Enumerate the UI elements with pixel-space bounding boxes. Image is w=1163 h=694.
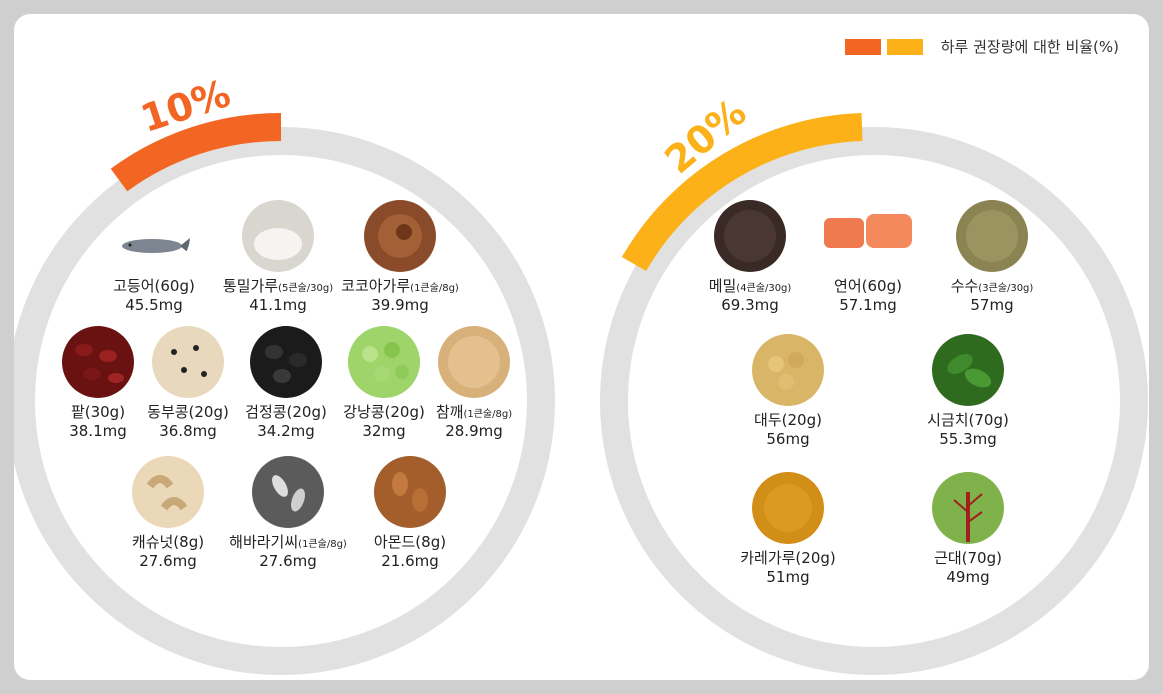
legend-label: 하루 권장량에 대한 비율(%): [940, 38, 1119, 56]
food-value: 36.8mg: [159, 422, 217, 440]
food-item: 강낭콩(20g) 32mg: [314, 326, 454, 440]
food-name: 동부콩(20g): [147, 403, 229, 421]
food-value: 38.1mg: [69, 422, 127, 440]
food-value: 49mg: [946, 568, 990, 586]
food-item: 근대(70g) 49mg: [898, 472, 1038, 586]
food-value: 28.9mg: [445, 422, 503, 440]
buckwheat-icon: [714, 200, 786, 272]
food-item: 연어(60g) 57.1mg: [798, 200, 938, 314]
food-item: 코코아가루(1큰술/8g) 39.9mg: [330, 200, 470, 314]
almond-icon: [374, 456, 446, 528]
food-value: 27.6mg: [259, 552, 317, 570]
food-amount: (1큰술/8g): [298, 539, 347, 550]
food-value: 69.3mg: [721, 296, 779, 314]
cocoa-powder-icon: [364, 200, 436, 272]
food-name: 시금치(70g): [927, 411, 1009, 429]
food-item: 캐슈넛(8g) 27.6mg: [98, 456, 238, 570]
food-name: 통밀가루: [222, 277, 279, 295]
food-name: 팥(30g): [70, 403, 126, 421]
food-item: 참깨(1큰술/8g) 28.9mg: [404, 326, 544, 440]
food-item: 수수(3큰술/30g) 57mg: [922, 200, 1062, 314]
food-name: 검정콩(20g): [245, 403, 327, 421]
food-name: 수수: [950, 277, 979, 295]
ring-left: [14, 127, 555, 675]
food-value: 41.1mg: [249, 296, 307, 314]
food-name: 고등어(60g): [113, 277, 195, 295]
food-item: 검정콩(20g) 34.2mg: [216, 326, 356, 440]
food-item: 고등어(60g) 45.5mg: [84, 200, 224, 314]
infographic-card: 하루 권장량에 대한 비율(%) 10% 20% 고등어(60g) 45.5mg…: [14, 14, 1149, 680]
chard-icon: [932, 472, 1004, 544]
food-value: 57mg: [970, 296, 1014, 314]
cashew-icon: [132, 456, 204, 528]
food-amount: (1큰술/8g): [410, 283, 459, 294]
food-amount: (1큰술/8g): [463, 409, 513, 420]
food-item: 시금치(70g) 55.3mg: [898, 334, 1038, 448]
soybean-icon: [752, 334, 824, 406]
food-value: 57.1mg: [839, 296, 897, 314]
food-item: 통밀가루(5큰술/30g) 41.1mg: [208, 200, 348, 314]
food-name: 카레가루(20g): [740, 549, 836, 567]
sesame-icon: [438, 326, 510, 398]
food-value: 55.3mg: [939, 430, 997, 448]
legend-swatch-yellow: [886, 38, 923, 55]
food-item: 동부콩(20g) 36.8mg: [118, 326, 258, 440]
food-name: 대두(20g): [754, 411, 822, 429]
food-name: 참깨: [435, 403, 464, 421]
legend: 하루 권장량에 대한 비율(%): [844, 36, 1119, 57]
food-value: 56mg: [766, 430, 810, 448]
food-name: 캐슈넛(8g): [131, 533, 205, 551]
ring-right: [600, 127, 1148, 675]
food-name: 근대(70g): [934, 549, 1002, 567]
ring-right-highlight: [621, 113, 863, 272]
food-item: 대두(20g) 56mg: [718, 334, 858, 448]
spinach-icon: [932, 334, 1004, 406]
food-amount: (3큰술/30g): [978, 283, 1034, 294]
cowpea-icon: [152, 326, 224, 398]
food-item: 카레가루(20g) 51mg: [718, 472, 858, 586]
ring-left-highlight: [110, 113, 282, 192]
mackerel-icon: [118, 200, 190, 272]
food-item: 팥(30g) 38.1mg: [28, 326, 168, 440]
food-value: 21.6mg: [381, 552, 439, 570]
food-name: 아몬드(8g): [373, 533, 447, 551]
sunflower-seed-icon: [252, 456, 324, 528]
food-value: 34.2mg: [257, 422, 315, 440]
food-name: 연어(60g): [834, 277, 902, 295]
food-name: 코코아가루: [341, 277, 411, 295]
food-value: 45.5mg: [125, 296, 183, 314]
rings-graphic: [14, 113, 1148, 675]
food-value: 27.6mg: [139, 552, 197, 570]
food-value: 32mg: [362, 422, 406, 440]
food-item: 아몬드(8g) 21.6mg: [340, 456, 480, 570]
food-value: 51mg: [766, 568, 810, 586]
black-bean-icon: [250, 326, 322, 398]
whole-wheat-flour-icon: [242, 200, 314, 272]
red-bean-icon: [62, 326, 134, 398]
food-amount: (4큰술/30g): [736, 283, 792, 294]
food-name: 강낭콩(20g): [343, 403, 425, 421]
salmon-icon: [818, 200, 918, 272]
food-name: 해바라기씨: [229, 533, 299, 551]
food-name: 메밀: [708, 277, 737, 295]
food-amount: (5큰술/30g): [278, 283, 334, 294]
sorghum-icon: [956, 200, 1028, 272]
food-value: 39.9mg: [371, 296, 429, 314]
food-item: 해바라기씨(1큰술/8g) 27.6mg: [218, 456, 358, 570]
green-bean-icon: [348, 326, 420, 398]
food-item: 메밀(4큰술/30g) 69.3mg: [680, 200, 820, 314]
legend-swatch-orange: [844, 38, 881, 55]
curry-powder-icon: [752, 472, 824, 544]
